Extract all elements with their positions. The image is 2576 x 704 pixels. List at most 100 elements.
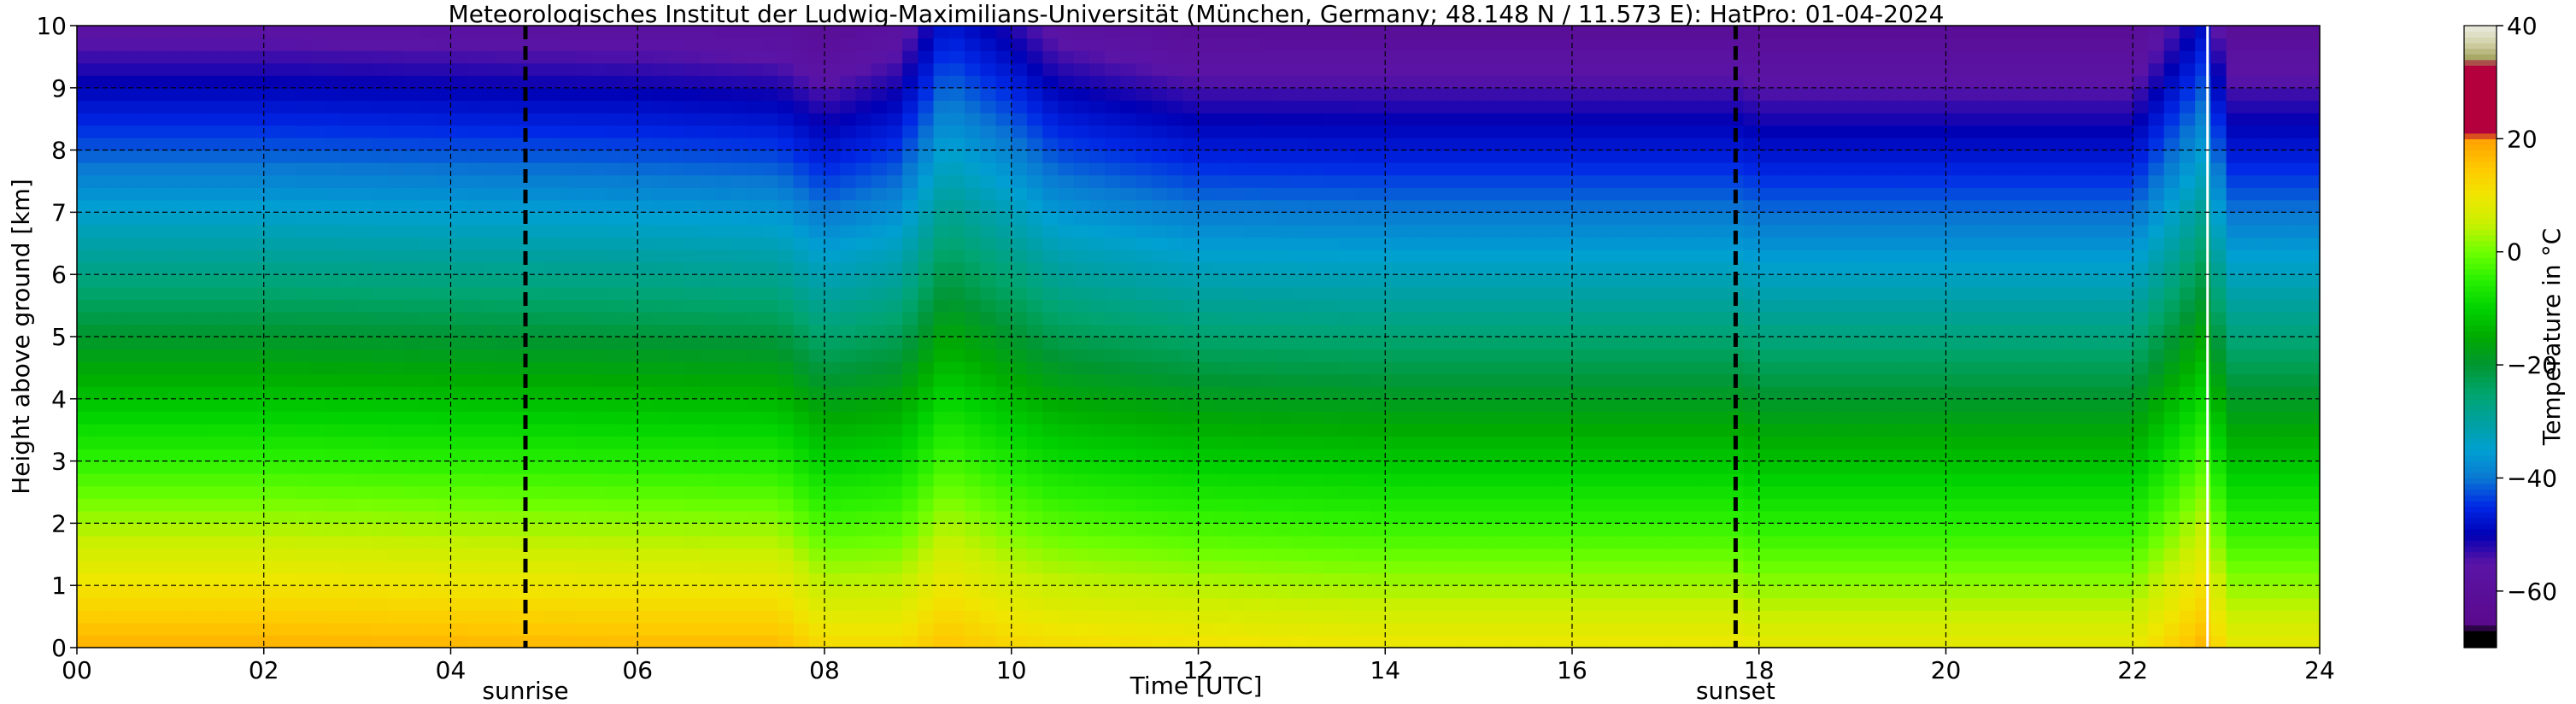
heatmap-cell: [326, 436, 343, 449]
heatmap-cell: [481, 62, 498, 76]
heatmap-cell: [746, 274, 763, 288]
heatmap-cell: [1026, 510, 1043, 524]
heatmap-cell: [1182, 324, 1200, 337]
heatmap-cell: [1042, 224, 1059, 238]
heatmap-cell: [450, 597, 467, 611]
heatmap-cell: [1291, 237, 1308, 250]
heatmap-cell: [762, 311, 778, 326]
heatmap-cell: [886, 199, 903, 213]
heatmap-cell: [840, 572, 857, 586]
heatmap-cell: [871, 485, 888, 499]
heatmap-cell: [1525, 386, 1542, 400]
heatmap-cell: [855, 373, 872, 387]
heatmap-cell: [590, 261, 607, 275]
heatmap-cell: [1338, 174, 1355, 188]
heatmap-cell: [1151, 162, 1168, 176]
heatmap-cell: [403, 361, 420, 375]
heatmap-cell: [1120, 112, 1137, 126]
heatmap-cell: [746, 38, 763, 51]
heatmap-cell: [92, 50, 109, 64]
heatmap-cell: [948, 26, 965, 39]
heatmap-cell: [341, 224, 358, 238]
heatmap-cell: [1587, 26, 1605, 39]
heatmap-cell: [1587, 560, 1605, 574]
heatmap-cell: [575, 26, 592, 39]
heatmap-cell: [123, 112, 140, 126]
heatmap-cell: [1291, 174, 1308, 188]
heatmap-cell: [1011, 423, 1028, 437]
heatmap-cell: [1135, 224, 1153, 238]
heatmap-cell: [263, 311, 280, 326]
heatmap-cell: [1151, 423, 1168, 437]
heatmap-cell: [1182, 337, 1200, 350]
heatmap-cell: [185, 162, 202, 176]
heatmap-cell: [138, 125, 155, 138]
heatmap-cell: [1540, 361, 1558, 375]
heatmap-cell: [1478, 337, 1495, 350]
heatmap-cell: [1167, 50, 1183, 64]
heatmap-cell: [1463, 535, 1480, 549]
heatmap-cell: [560, 349, 576, 362]
heatmap-cell: [824, 125, 841, 138]
heatmap-cell: [855, 212, 872, 226]
heatmap-cell: [326, 585, 343, 599]
heatmap-cell: [1198, 485, 1215, 499]
heatmap-cell: [1291, 38, 1308, 51]
heatmap-cell: [420, 311, 436, 326]
heatmap-cell: [1416, 299, 1433, 313]
heatmap-cell: [1572, 572, 1588, 586]
heatmap-cell: [871, 535, 888, 549]
heatmap-cell: [232, 585, 249, 599]
heatmap-cell: [232, 498, 249, 512]
heatmap-cell: [155, 635, 171, 648]
heatmap-cell: [92, 548, 109, 561]
heatmap-cell: [263, 138, 280, 151]
heatmap-cell: [918, 237, 935, 250]
heatmap-cell: [248, 261, 265, 275]
heatmap-cell: [1510, 610, 1526, 624]
heatmap-cell: [466, 635, 483, 648]
heatmap-cell: [1525, 199, 1542, 213]
heatmap-cell: [232, 597, 249, 611]
heatmap-cell: [138, 548, 155, 561]
heatmap-cell: [1276, 597, 1293, 611]
heatmap-cell: [1213, 449, 1230, 462]
heatmap-cell: [528, 50, 545, 64]
heatmap-cell: [279, 75, 296, 89]
heatmap-cell: [1493, 311, 1511, 326]
heatmap-cell: [637, 635, 654, 648]
heatmap-cell: [731, 212, 748, 226]
heatmap-cell: [886, 398, 903, 412]
heatmap-cell: [575, 150, 592, 163]
heatmap-cell: [793, 535, 810, 549]
heatmap-cell: [793, 622, 810, 637]
heatmap-cell: [92, 224, 109, 238]
heatmap-cell: [466, 386, 483, 400]
heatmap-cell: [1556, 361, 1573, 375]
heatmap-cell: [1120, 187, 1137, 201]
heatmap-cell: [684, 26, 701, 39]
heatmap-cell: [543, 349, 560, 362]
heatmap-cell: [1540, 199, 1558, 213]
heatmap-cell: [1011, 299, 1028, 313]
heatmap-cell: [1572, 138, 1588, 151]
heatmap-cell: [92, 274, 109, 288]
heatmap-cell: [668, 299, 685, 313]
heatmap-cell: [466, 38, 483, 51]
heatmap-cell: [263, 199, 280, 213]
heatmap-cell: [279, 187, 296, 201]
heatmap-cell: [1182, 361, 1200, 375]
heatmap-cell: [1291, 461, 1308, 474]
heatmap-cell: [762, 100, 778, 114]
heatmap-cell: [248, 187, 265, 201]
heatmap-cell: [435, 174, 452, 188]
heatmap-cell: [217, 622, 233, 637]
heatmap-cell: [1151, 174, 1168, 188]
heatmap-cell: [1478, 560, 1495, 574]
heatmap-cell: [528, 398, 545, 412]
heatmap-cell: [185, 50, 202, 64]
heatmap-cell: [528, 75, 545, 89]
heatmap-cell: [980, 38, 997, 51]
heatmap-cell: [1510, 187, 1526, 201]
heatmap-cell: [1182, 274, 1200, 288]
